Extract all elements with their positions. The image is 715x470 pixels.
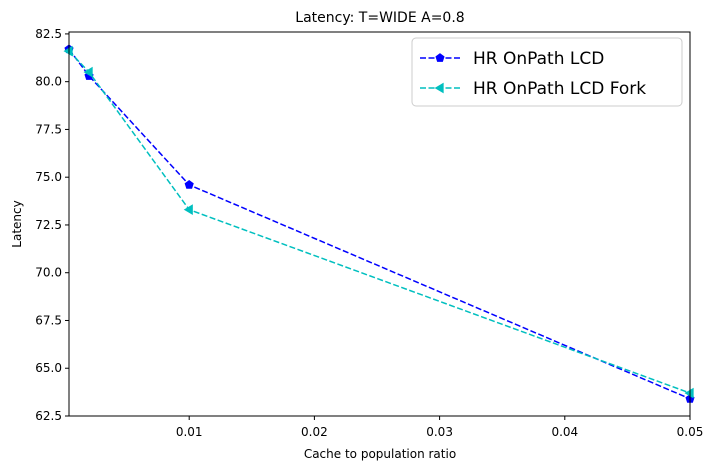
y-tick-label: 72.5 (35, 218, 62, 232)
plot-frame (68, 31, 691, 417)
x-tick-label: 0.04 (551, 425, 578, 439)
data-point (184, 180, 194, 189)
x-tick-label: 0.01 (176, 425, 203, 439)
plot-area (63, 44, 695, 403)
series-line (68, 48, 691, 400)
series-2 (63, 45, 694, 399)
y-tick-label: 62.5 (35, 409, 62, 423)
x-tick-label: 0.03 (426, 425, 453, 439)
y-axis-ticks: 62.5 65.0 67.5 70.0 72.5 75.0 77.5 80.0 82.5 (35, 27, 69, 423)
y-tick-label: 65.0 (35, 361, 62, 375)
legend-label: HR OnPath LCD (473, 49, 604, 69)
y-tick-label: 80.0 (35, 75, 62, 89)
y-tick-label: 77.5 (35, 122, 62, 136)
y-tick-label: 70.0 (35, 266, 62, 280)
y-tick-label: 82.5 (35, 27, 62, 41)
data-point (684, 387, 694, 399)
legend-label: HR OnPath LCD Fork (473, 79, 646, 99)
y-tick-label: 75.0 (35, 170, 62, 184)
x-tick-label: 0.02 (301, 425, 328, 439)
series-line (68, 50, 691, 394)
data-point (83, 66, 93, 78)
x-tick-label: 0.05 (677, 425, 704, 439)
legend-marker (434, 82, 444, 94)
data-point (183, 204, 193, 216)
legend-box (411, 37, 683, 107)
data-point (63, 45, 73, 57)
legend-marker (435, 53, 445, 62)
legend: HR OnPath LCD HR OnPath LCD Fork (411, 37, 683, 107)
y-tick-label: 67.5 (35, 313, 62, 327)
x-axis-ticks: 0.01 0.02 0.03 0.04 0.05 (176, 416, 704, 439)
y-axis-label: Latency (10, 200, 24, 247)
chart-title: Latency: T=WIDE A=0.8 (295, 10, 464, 26)
x-axis-label: Cache to population ratio (304, 447, 456, 461)
